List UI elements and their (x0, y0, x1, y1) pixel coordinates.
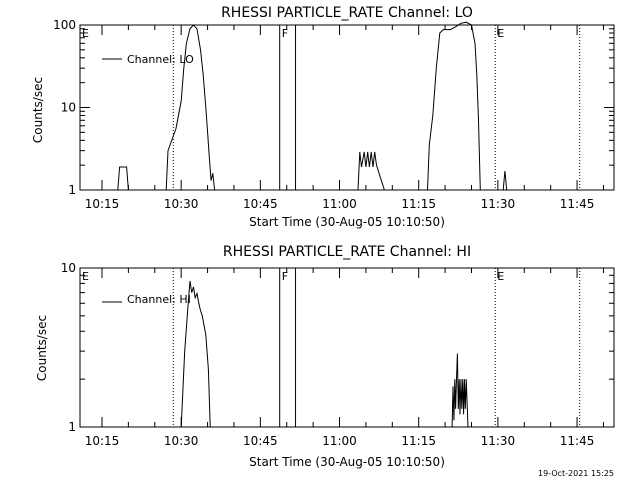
y-tick-label: 10 (61, 261, 76, 275)
x-tick-label: 11:45 (560, 197, 595, 211)
x-tick-label: 10:15 (85, 197, 120, 211)
y-tick-label: 1 (68, 183, 76, 197)
legend-label: Channel: LO (127, 53, 194, 66)
series-line (180, 280, 211, 428)
series-line (165, 24, 216, 191)
x-tick-label: 11:30 (481, 434, 516, 448)
marker-label: F (282, 27, 288, 40)
series-line (427, 21, 481, 191)
series-line (451, 353, 469, 428)
x-tick-label: 11:45 (560, 434, 595, 448)
y-tick-label: 1 (68, 420, 76, 434)
y-axis-label: Counts/sec (35, 315, 49, 381)
x-tick-label: 11:00 (322, 434, 357, 448)
y-tick-label: 100 (53, 18, 76, 32)
x-tick-label: 11:15 (401, 197, 436, 211)
chart-panel-lo: RHESSI PARTICLE_RATE Channel: LO Start T… (31, 5, 615, 229)
x-tick-label: 11:30 (481, 197, 516, 211)
footer-timestamp: 19-Oct-2021 15:25 (538, 469, 614, 478)
marker-label: E (82, 270, 89, 283)
series-line (502, 170, 508, 191)
marker-label: E (497, 270, 504, 283)
chart-title: RHESSI PARTICLE_RATE Channel: HI (223, 244, 471, 260)
marker-label: E (82, 27, 89, 40)
x-axis-label: Start Time (30-Aug-05 10:10:50) (249, 455, 445, 469)
y-tick-label: 10 (61, 101, 76, 115)
chart-panel-hi: RHESSI PARTICLE_RATE Channel: HI Start T… (35, 244, 615, 469)
marker-label: E (497, 27, 504, 40)
series-line (117, 166, 129, 191)
x-tick-label: 11:15 (401, 434, 436, 448)
x-axis-label: Start Time (30-Aug-05 10:10:50) (249, 215, 445, 229)
chart-title: RHESSI PARTICLE_RATE Channel: LO (221, 5, 473, 21)
y-axis-label: Counts/sec (31, 77, 45, 143)
x-tick-label: 10:30 (164, 434, 199, 448)
x-tick-label: 10:45 (243, 197, 278, 211)
marker-label: F (282, 270, 288, 283)
series-line (357, 151, 385, 191)
x-tick-label: 10:45 (243, 434, 278, 448)
legend-label: Channel: HI (127, 293, 191, 306)
plot-frame (79, 267, 615, 428)
x-tick-label: 10:15 (85, 434, 120, 448)
x-tick-label: 10:30 (164, 197, 199, 211)
x-tick-label: 11:00 (322, 197, 357, 211)
